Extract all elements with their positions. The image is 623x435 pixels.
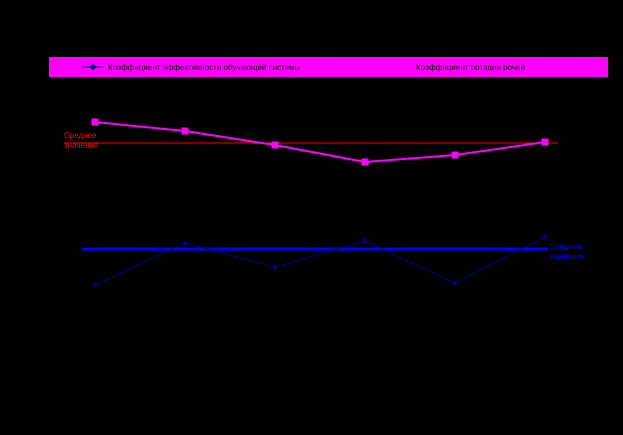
average-label-line1: Среднее <box>549 242 582 251</box>
average-lines <box>64 142 558 251</box>
legend-diamond-marker-icon <box>82 63 104 71</box>
data-point-s1-3 <box>362 238 368 244</box>
series-line-0 <box>94 121 546 164</box>
data-point-s1-5 <box>542 234 548 240</box>
data-point-s1-4 <box>452 280 458 286</box>
average-label-rotation: Среднее значение <box>64 131 98 151</box>
data-point-s0-4 <box>451 151 459 159</box>
legend-square-marker-icon <box>394 64 412 70</box>
data-point-s0-2 <box>271 141 279 149</box>
data-point-s0-3 <box>361 158 369 166</box>
data-point-s1-2 <box>272 264 278 270</box>
data-point-s0-5 <box>541 138 549 146</box>
legend: Коэффициент эффективности обучающей сист… <box>49 57 608 77</box>
series-lines <box>94 121 546 286</box>
legend-label-efficiency: Коэффициент эффективности обучающей сист… <box>108 62 301 72</box>
legend-label-rotation: Коэффициент ротации рочей <box>416 62 525 72</box>
legend-item-efficiency: Коэффициент эффективности обучающей сист… <box>82 57 300 77</box>
data-point-s1-0 <box>92 282 98 288</box>
average-label-line2: значение <box>64 141 99 150</box>
data-point-s0-1 <box>181 127 189 135</box>
average-label-efficiency: Среднее значение <box>549 242 583 262</box>
series-line-1 <box>94 236 546 286</box>
legend-item-rotation: Коэффициент ротации рочей <box>394 57 525 77</box>
average-label-line1: Среднее <box>64 131 97 140</box>
data-point-s0-0 <box>91 118 99 126</box>
average-label-line2: значение <box>549 252 584 261</box>
series-markers <box>91 118 549 288</box>
data-point-s1-1 <box>182 240 188 246</box>
